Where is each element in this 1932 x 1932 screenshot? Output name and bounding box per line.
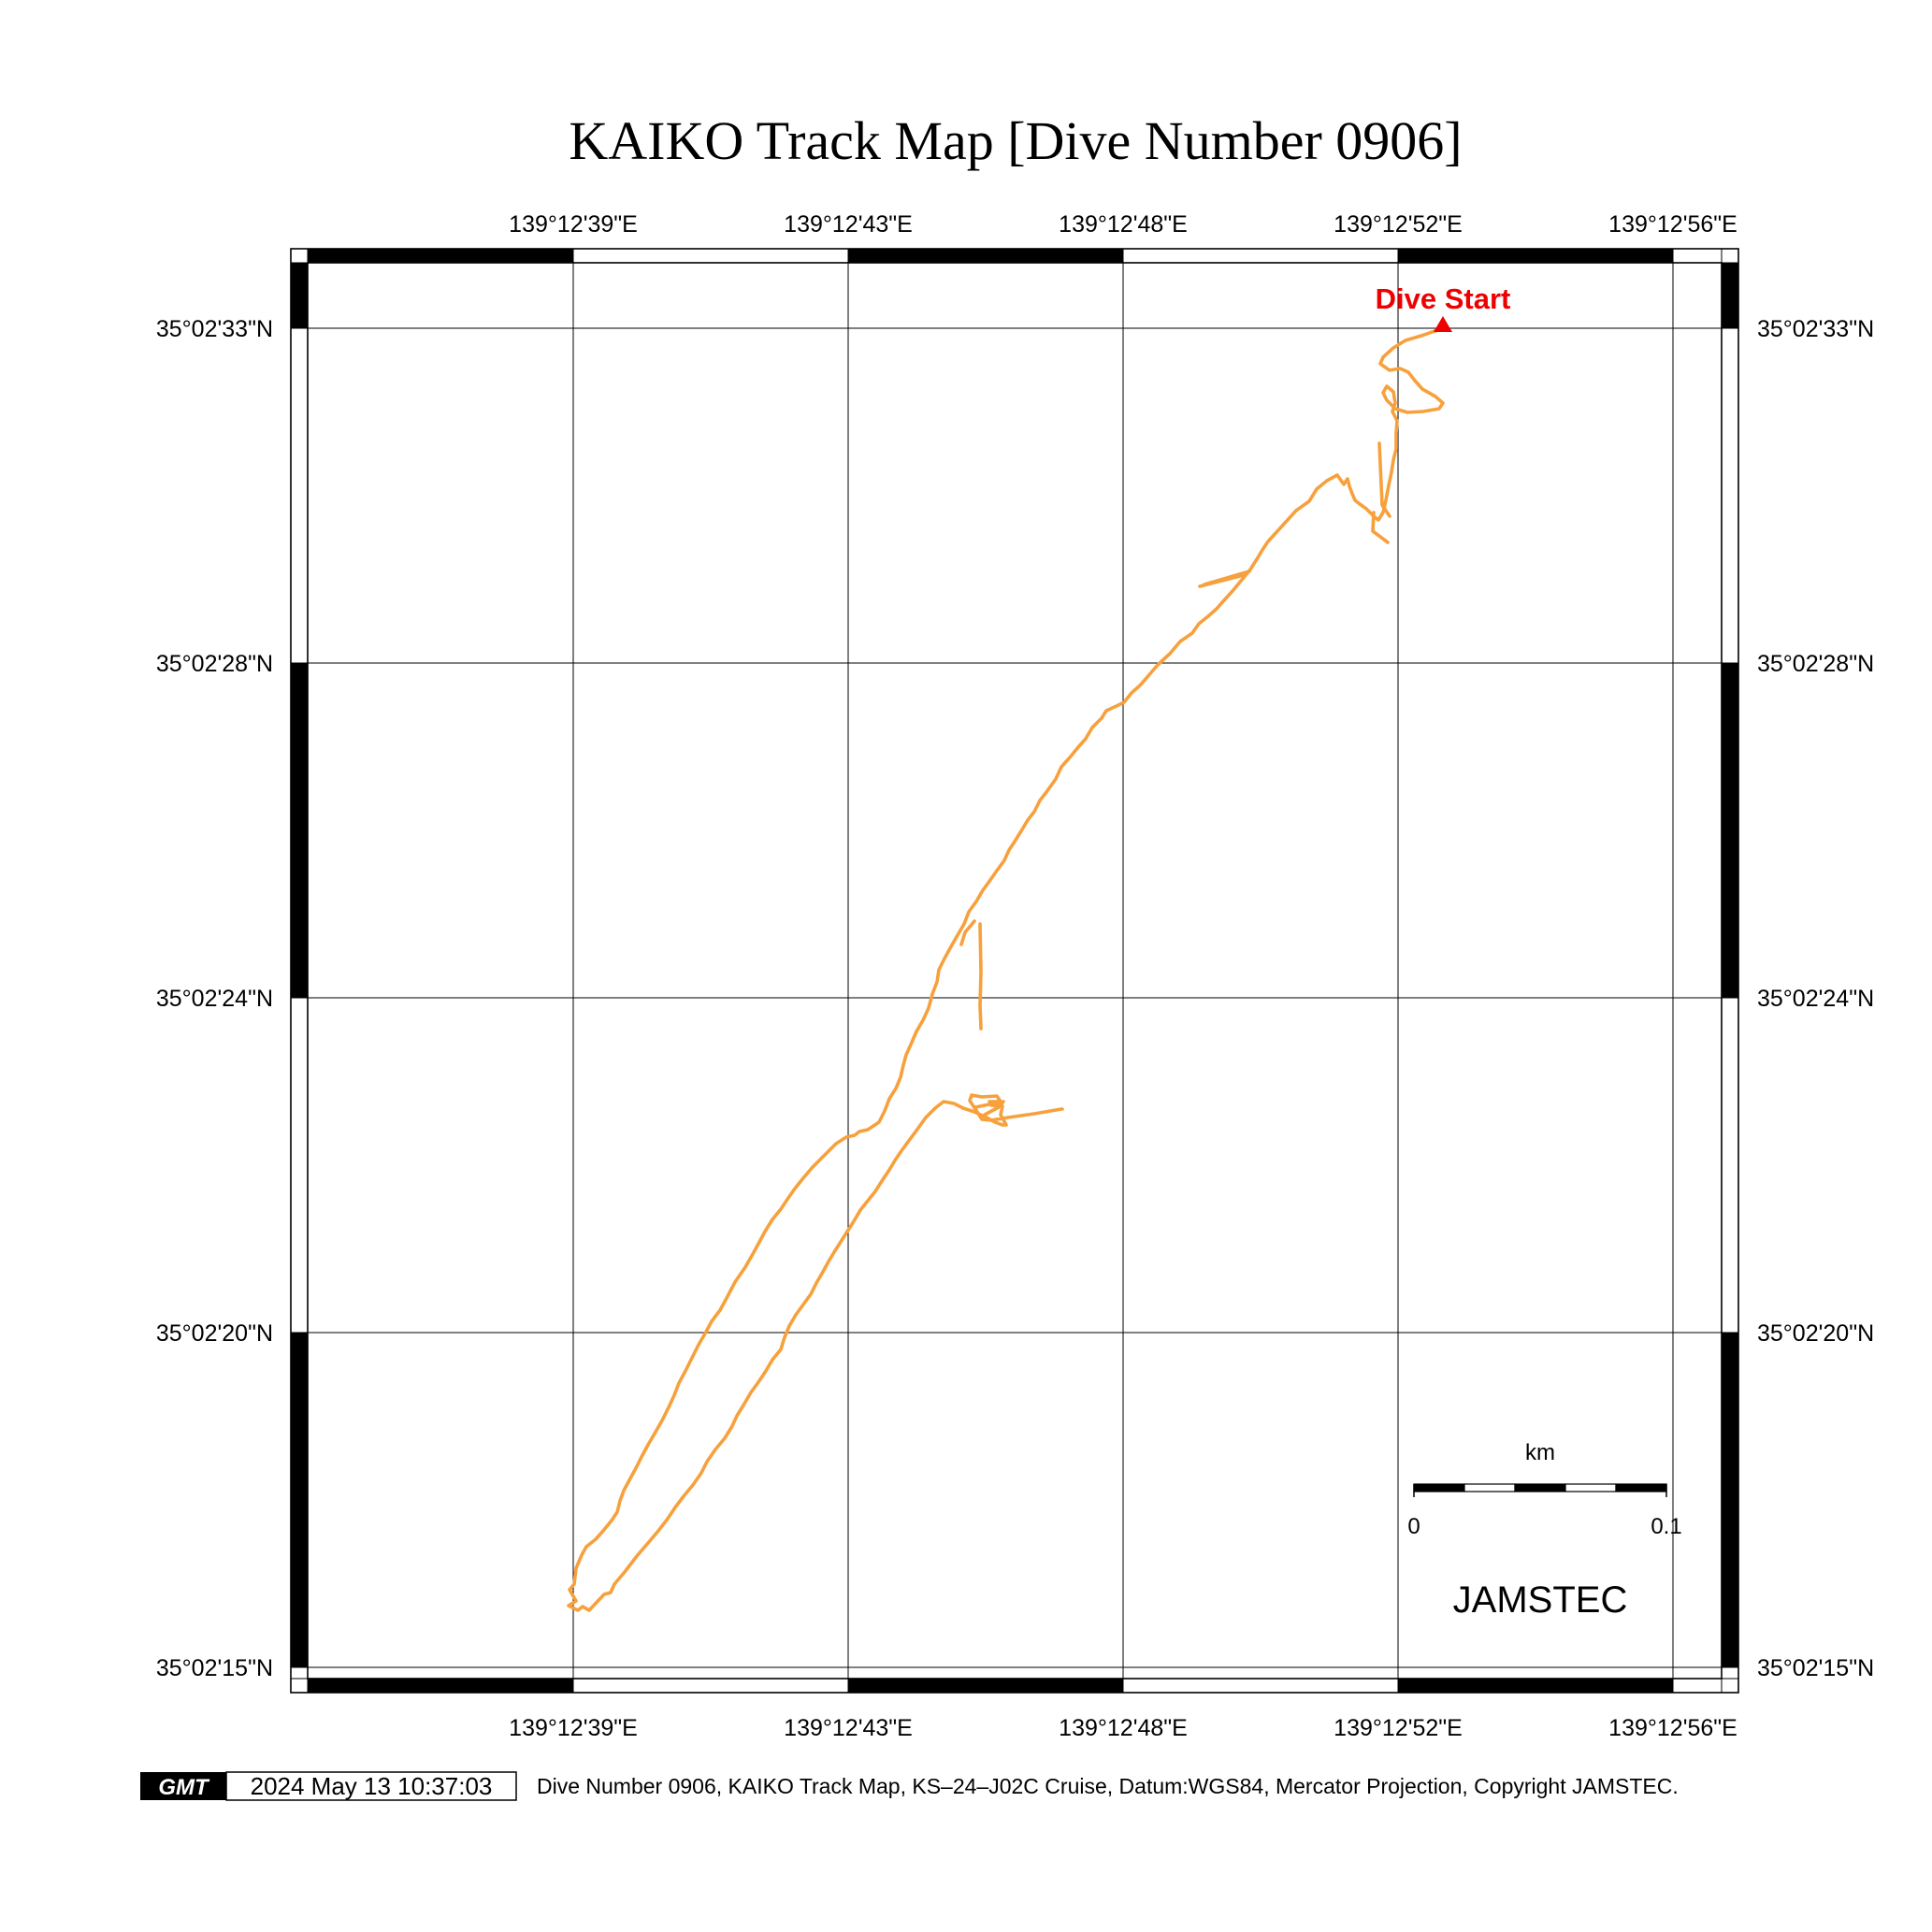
timestamp-box bbox=[225, 1771, 517, 1801]
footer-caption: Dive Number 0906, KAIKO Track Map, KS–24… bbox=[537, 1774, 1679, 1798]
x-tick-label-bottom: 139°12'39"E bbox=[509, 1715, 638, 1741]
scale-bar-blocks bbox=[1413, 1483, 1667, 1492]
dive-track-spur-upper bbox=[1198, 570, 1251, 588]
scale-bar-block bbox=[1564, 1483, 1617, 1492]
frame-bar-top-segment bbox=[307, 248, 574, 264]
y-axis-labels-right: 35°02'33"N 35°02'28"N 35°02'24"N 35°02'20"N… bbox=[1757, 316, 1874, 1681]
map-outer-frame bbox=[290, 248, 1739, 1694]
scale-unit-label: km bbox=[1525, 1440, 1555, 1465]
map-inner-frame bbox=[307, 262, 1723, 1680]
frame-bar-left-segment bbox=[290, 262, 309, 329]
footer: GMT 2024 May 13 10:37:03 Dive Number 090… bbox=[140, 1771, 1679, 1801]
scale-bar-block bbox=[1615, 1483, 1667, 1492]
frame-bar-right-segment bbox=[1721, 662, 1739, 999]
y-tick-label-left: 35°02'24"N bbox=[156, 986, 273, 1012]
frame-bar-top-segment bbox=[572, 248, 849, 264]
frame-bar-top-segment bbox=[1122, 248, 1399, 264]
y-tick-label-left: 35°02'33"N bbox=[156, 316, 273, 342]
frame-bar-left-segment bbox=[290, 1332, 309, 1668]
frame-bar-right-segment bbox=[1721, 1666, 1739, 1680]
frame-bar-right-segment bbox=[1721, 327, 1739, 664]
scale-min-label: 0 bbox=[1407, 1514, 1420, 1539]
scale-max-label: 0.1 bbox=[1651, 1514, 1681, 1539]
brand-label: JAMSTEC bbox=[1453, 1579, 1628, 1621]
gmt-logo bbox=[140, 1772, 226, 1800]
x-axis-labels-top: 139°12'39"E 139°12'43"E 139°12'48"E 139°12'… bbox=[509, 211, 1737, 238]
frame-bar-left-segment bbox=[290, 662, 309, 999]
scale-bar-block bbox=[1463, 1483, 1516, 1492]
frame-bar-top-segment bbox=[1397, 248, 1674, 264]
frame-bar-right-segment bbox=[1721, 997, 1739, 1334]
y-axis-labels-left: 35°02'33"N 35°02'28"N 35°02'24"N 35°02'20"N… bbox=[156, 316, 273, 1681]
scale-bar: km 0 0.1 bbox=[1407, 1440, 1681, 1539]
frame-bar-top-segment bbox=[847, 248, 1124, 264]
y-tick-label-right: 35°02'24"N bbox=[1757, 986, 1874, 1012]
y-tick-label-right: 35°02'15"N bbox=[1757, 1655, 1874, 1681]
y-tick-label-right: 35°02'20"N bbox=[1757, 1320, 1874, 1347]
frame-bar-bottom-segment bbox=[572, 1678, 849, 1694]
dive-start-label: Dive Start bbox=[1376, 282, 1511, 315]
scale-bar-block bbox=[1514, 1483, 1566, 1492]
scale-bar-block bbox=[1413, 1483, 1465, 1492]
x-axis-labels-bottom: 139°12'39"E 139°12'43"E 139°12'48"E 139°12'… bbox=[509, 1715, 1737, 1741]
frame-bar-left-segment bbox=[290, 327, 309, 664]
dive-track-path bbox=[567, 326, 1445, 1612]
gmt-logo-text: GMT bbox=[158, 1775, 210, 1800]
y-tick-label-left: 35°02'15"N bbox=[156, 1655, 273, 1681]
dive-track bbox=[567, 326, 1445, 1612]
dive-track-branch-upper bbox=[1371, 441, 1391, 544]
x-tick-label-top: 139°12'43"E bbox=[784, 211, 913, 238]
dive-track-spur-lower bbox=[973, 1100, 1005, 1117]
x-tick-label-bottom: 139°12'48"E bbox=[1059, 1715, 1188, 1741]
frame-bar-top-segment bbox=[1672, 248, 1723, 264]
frame-bar-bottom-segment bbox=[847, 1678, 1124, 1694]
frame-bar-bottom-segment bbox=[1397, 1678, 1674, 1694]
frame-bar-left-segment bbox=[290, 997, 309, 1334]
x-tick-label-top: 139°12'52"E bbox=[1334, 211, 1463, 238]
map-grid bbox=[308, 263, 1722, 1679]
frame-bar-right-segment bbox=[1721, 1332, 1739, 1668]
y-tick-label-left: 35°02'20"N bbox=[156, 1320, 273, 1347]
x-tick-label-bottom: 139°12'52"E bbox=[1334, 1715, 1463, 1741]
frame-bar-bottom-segment bbox=[307, 1678, 574, 1694]
y-tick-label-right: 35°02'28"N bbox=[1757, 651, 1874, 677]
x-tick-label-top: 139°12'48"E bbox=[1059, 211, 1188, 238]
x-tick-label-bottom: 139°12'56"E bbox=[1608, 1715, 1737, 1741]
map-title: KAIKO Track Map [Dive Number 0906] bbox=[569, 110, 1462, 171]
triangle-marker-icon bbox=[1434, 316, 1452, 332]
timestamp: 2024 May 13 10:37:03 bbox=[251, 1772, 493, 1800]
x-tick-label-top: 139°12'39"E bbox=[509, 211, 638, 238]
frame-bar-left-segment bbox=[290, 1666, 309, 1680]
dive-start-marker: Dive Start bbox=[1376, 282, 1511, 332]
y-tick-label-left: 35°02'28"N bbox=[156, 651, 273, 677]
x-tick-label-bottom: 139°12'43"E bbox=[784, 1715, 913, 1741]
frame-bar-bottom-segment bbox=[1122, 1678, 1399, 1694]
frame-bar-bottom-segment bbox=[1672, 1678, 1723, 1694]
map-frame-border bbox=[290, 248, 1739, 1694]
dive-track-spur-middle bbox=[959, 919, 983, 1031]
y-tick-label-right: 35°02'33"N bbox=[1757, 316, 1874, 342]
x-tick-label-top: 139°12'56"E bbox=[1608, 211, 1737, 238]
frame-bar-right-segment bbox=[1721, 262, 1739, 329]
